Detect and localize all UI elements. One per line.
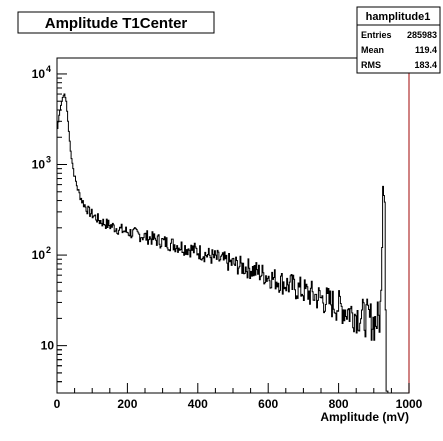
y-tick-exponent: 4 <box>46 64 51 74</box>
x-tick-label: 200 <box>117 397 137 411</box>
title-box <box>17 11 215 34</box>
stats-entries-value: 285983 <box>407 30 437 40</box>
y-tick-label: 10 <box>32 248 46 262</box>
stats-mean-value: 119.4 <box>415 45 437 55</box>
x-axis-label: Amplitude (mV) <box>320 410 409 424</box>
x-tick-label: 400 <box>188 397 208 411</box>
stats-mean-label: Mean <box>361 45 384 55</box>
histogram-series <box>57 93 389 393</box>
y-tick-label: 10 <box>32 67 46 81</box>
stats-box-name: hamplitude1 <box>366 11 431 23</box>
x-tick-label: 600 <box>258 397 278 411</box>
y-tick-label: 10 <box>41 339 55 353</box>
y-tick-exponent: 3 <box>46 155 51 165</box>
chart-title: Amplitude T1Center <box>45 15 188 32</box>
stats-rms-value: 183.4 <box>414 60 437 70</box>
x-tick-label: 1000 <box>396 397 423 411</box>
stats-box: hamplitude1 Entries 285983 Mean 119.4 RM… <box>356 6 441 74</box>
stats-rms-label: RMS <box>361 60 381 70</box>
y-tick-label: 10 <box>32 158 46 172</box>
x-tick-label: 800 <box>329 397 349 411</box>
stats-entries-label: Entries <box>361 30 392 40</box>
y-tick-exponent: 2 <box>46 245 51 255</box>
stats-box-frame <box>356 6 441 74</box>
x-tick-label: 0 <box>54 397 61 411</box>
x-axis-ticks: 0 200 400 600 800 1000 <box>54 383 423 411</box>
